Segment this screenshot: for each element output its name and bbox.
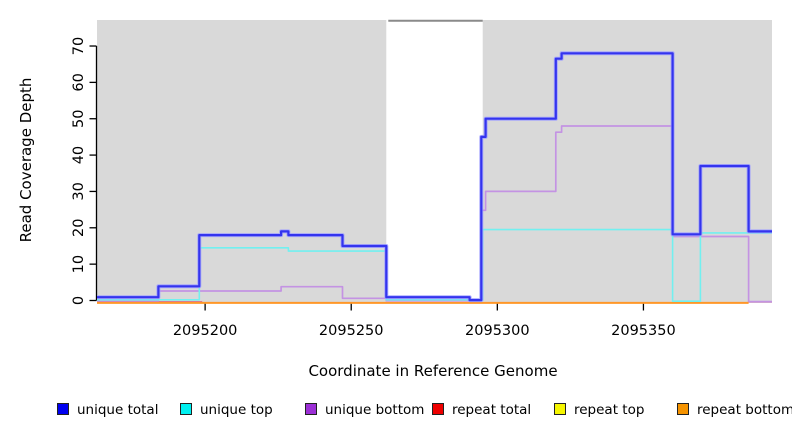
y-tick-label: 20 [71,219,87,237]
x-tick-label: 2095300 [465,323,530,339]
y-tick-label: 60 [71,73,87,91]
shaded-region [482,20,772,303]
y-tick-label: 0 [71,296,87,305]
y-tick-label: 40 [71,146,87,164]
series-unique-total-line [97,52,772,302]
y-tick-label: 70 [71,37,87,55]
x-tick-label: 2095200 [173,323,238,339]
shaded-region [97,20,387,303]
x-axis-title: Coordinate in Reference Genome [308,362,558,380]
y-tick-label: 50 [71,110,87,128]
y-tick-label: 10 [71,255,87,273]
y-tick-label: 30 [71,182,87,200]
x-tick-label: 2095350 [611,323,676,339]
y-axis-title: Read Coverage Depth [17,77,35,243]
x-tick-label: 2095250 [319,323,384,339]
